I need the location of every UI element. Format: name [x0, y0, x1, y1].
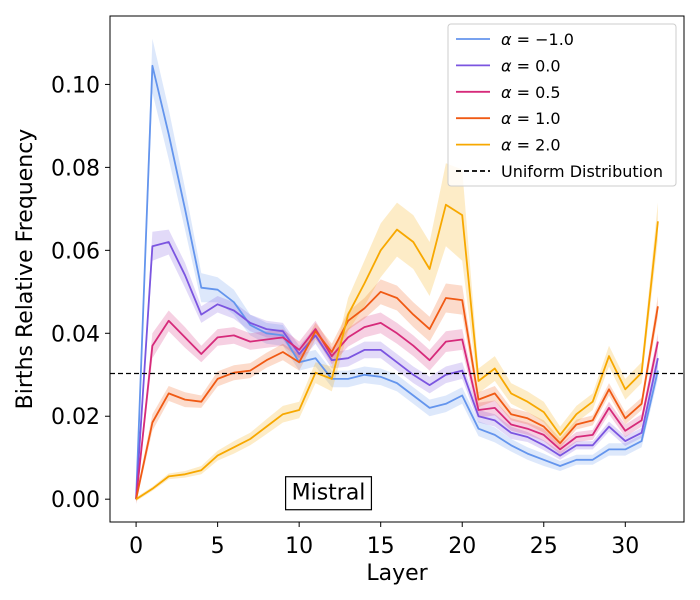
- x-tick-label: 15: [367, 534, 395, 559]
- y-axis-label: Births Relative Frequency: [13, 129, 38, 410]
- legend-label-uniformdistribution: Uniform Distribution: [501, 162, 663, 181]
- y-tick-label: 0.00: [51, 488, 100, 513]
- series-4-line: [135, 203, 659, 500]
- y-tick-label: 0.06: [51, 239, 100, 264]
- annotation-box: [284, 476, 373, 511]
- x-tick-label: 20: [448, 534, 476, 559]
- series-2-line: [135, 319, 659, 500]
- x-tick-label: 5: [211, 534, 225, 559]
- legend-label-1-0: α = 1.0: [501, 109, 561, 128]
- y-tick-label: 0.10: [51, 73, 100, 98]
- annotation-text: Mistral: [292, 481, 366, 506]
- y-tick-label: 0.04: [51, 322, 100, 347]
- legend-label-0-5: α = 0.5: [501, 83, 561, 102]
- legend-box: [447, 23, 677, 187]
- model-annotation: Mistral: [284, 476, 373, 511]
- plot-frame: [109, 15, 685, 523]
- x-tick-label: 25: [530, 534, 558, 559]
- series-lines: [135, 64, 659, 500]
- legend-label-2-0: α = 2.0: [501, 136, 561, 155]
- legend-label-1-0: α = −1.0: [501, 30, 574, 49]
- y-tick-label: 0.02: [51, 405, 100, 430]
- x-tick-label: 30: [611, 534, 639, 559]
- x-axis-label: Layer: [366, 561, 428, 586]
- legend: α = −1.0 α = 0.0 α = 0.5 α = 1.0 α = 2.0 Unif…: [447, 23, 677, 187]
- x-axis-ticks: 0 5 10 15 20 25 30: [129, 522, 639, 559]
- series-3-line: [135, 290, 659, 500]
- x-tick-label: 10: [285, 534, 313, 559]
- y-tick-label: 0.08: [51, 156, 100, 181]
- series-1-line: [135, 241, 659, 500]
- series-0-line: [135, 64, 659, 500]
- series-1-band: [136, 229, 658, 504]
- legend-label-0-0: α = 0.0: [501, 56, 561, 75]
- y-axis-ticks: 0.00 0.02 0.04 0.06 0.08 0.10: [51, 73, 110, 513]
- x-tick-label: 0: [129, 534, 143, 559]
